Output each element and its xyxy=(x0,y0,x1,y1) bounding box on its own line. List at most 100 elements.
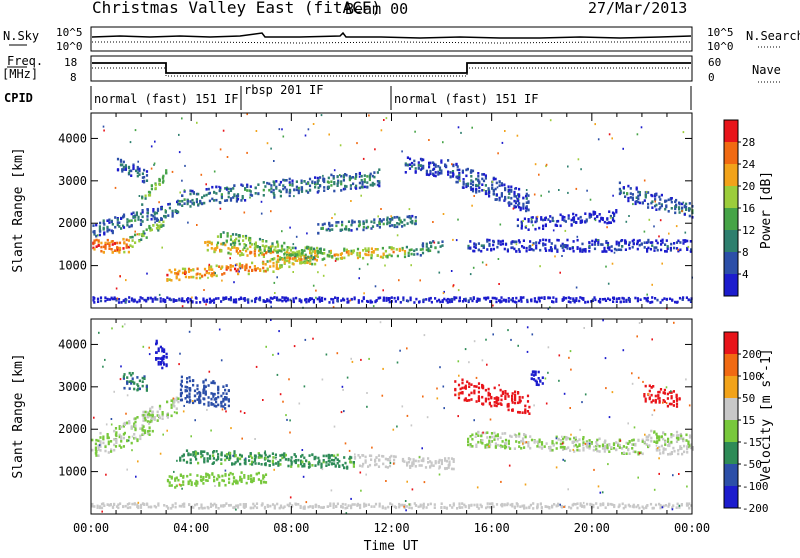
power-noise-cell xyxy=(397,234,399,236)
power-echo-cell xyxy=(501,194,503,197)
velocity-echo-cell xyxy=(504,397,506,400)
power-echo-cell xyxy=(430,242,432,245)
power-noise-cell xyxy=(227,156,229,158)
power-echo-cell xyxy=(311,180,313,183)
power-echo-cell xyxy=(313,256,315,259)
velocity-echo-cell xyxy=(110,440,112,443)
velocity-echo-cell xyxy=(478,382,480,385)
power-echo-cell xyxy=(217,235,219,238)
velocity-echo-cell xyxy=(139,435,141,438)
power-noise-cell xyxy=(181,117,183,119)
velocity-noise-cell xyxy=(138,502,140,504)
velocity-noise-cell xyxy=(106,423,108,425)
velocity-echo-cell xyxy=(482,403,484,406)
power-echo-cell xyxy=(522,296,524,299)
power-echo-cell xyxy=(518,188,520,191)
power-echo-cell xyxy=(151,218,153,221)
power-echo-cell xyxy=(500,243,502,246)
power-echo-cell xyxy=(227,252,229,255)
power-echo-cell xyxy=(250,251,252,254)
power-echo-cell xyxy=(508,297,510,300)
velocity-echo-cell xyxy=(342,464,344,467)
velocity-echo-band xyxy=(467,431,644,456)
velocity-echo-cell xyxy=(154,416,156,419)
velocity-echo-cell xyxy=(518,433,520,436)
power-echo-cell xyxy=(578,300,580,303)
velocity-echo-cell xyxy=(251,457,253,460)
power-echo-cell xyxy=(418,161,420,164)
velocity-noise-cell xyxy=(396,426,398,428)
power-echo-cell xyxy=(233,299,235,302)
velocity-echo-cell xyxy=(99,449,101,452)
power-echo-cell xyxy=(322,223,324,226)
power-echo-cell xyxy=(269,265,271,268)
power-echo-cell xyxy=(661,194,663,197)
velocity-echo-cell xyxy=(154,418,156,421)
power-echo-cell xyxy=(209,241,211,244)
velocity-echo-cell xyxy=(505,442,507,445)
velocity-echo-cell xyxy=(379,503,381,506)
velocity-echo-cell xyxy=(672,447,674,450)
velocity-echo-cell xyxy=(549,446,551,449)
velocity-echo-cell xyxy=(197,452,199,455)
velocity-echo-cell xyxy=(237,506,239,509)
power-echo-cell xyxy=(530,300,532,303)
power-echo-cell xyxy=(430,297,432,300)
velocity-echo-cell xyxy=(171,484,173,487)
power-echo-cell xyxy=(245,267,247,270)
velocity-noise-cell xyxy=(149,353,151,355)
velocity-echo-cell xyxy=(667,405,669,408)
velocity-echo-cell xyxy=(488,398,490,401)
velocity-noise-cell xyxy=(380,321,382,323)
power-echo-cell xyxy=(217,297,219,300)
velocity-echo-cell xyxy=(662,451,664,454)
power-noise-cell xyxy=(641,126,643,128)
power-echo-cell xyxy=(96,245,98,248)
velocity-echo-cell xyxy=(158,357,160,360)
velocity-noise-cell xyxy=(125,413,127,415)
velocity-echo-cell xyxy=(544,445,546,448)
power-echo-cell xyxy=(237,195,239,198)
power-noise-cell xyxy=(235,264,237,266)
velocity-echo-cell xyxy=(676,394,678,397)
velocity-echo-cell xyxy=(359,504,361,507)
velocity-echo-cell xyxy=(115,441,117,444)
power-echo-cell xyxy=(100,250,102,253)
velocity-noise-cell xyxy=(490,419,492,421)
velocity-echo-cell xyxy=(634,443,636,446)
velocity-echo-cell xyxy=(169,481,171,484)
power-echo-cell xyxy=(301,249,303,252)
power-echo-cell xyxy=(170,279,172,282)
power-echo-cell xyxy=(599,298,601,301)
power-echo-cell xyxy=(539,297,541,300)
power-echo-cell xyxy=(270,191,272,194)
velocity-noise-cell xyxy=(639,452,641,454)
power-echo-cell xyxy=(503,299,505,302)
velocity-noise-cell xyxy=(280,393,282,395)
velocity-noise-cell xyxy=(265,346,267,348)
velocity-noise-cell xyxy=(289,432,291,434)
power-noise-cell xyxy=(196,122,198,124)
power-echo-cell xyxy=(387,217,389,220)
power-echo-cell xyxy=(213,191,215,194)
velocity-echo-cell xyxy=(223,480,225,483)
velocity-echo-cell xyxy=(480,435,482,438)
velocity-noise-cell xyxy=(113,391,115,393)
power-echo-cell xyxy=(465,300,467,303)
velocity-echo-cell xyxy=(369,464,371,467)
power-echo-cell xyxy=(177,211,179,214)
velocity-echo-cell xyxy=(688,507,690,510)
velocity-echo-band xyxy=(179,449,355,469)
power-echo-cell xyxy=(225,297,227,300)
cpid-strip: CPID normal (fast) 151 IF rbsp 201 IF no… xyxy=(4,83,691,110)
power-noise-cell xyxy=(137,161,139,163)
power-echo-cell xyxy=(379,223,381,226)
velocity-echo-cell xyxy=(367,465,369,468)
velocity-echo-cell xyxy=(650,437,652,440)
velocity-noise-cell xyxy=(111,424,113,426)
power-echo-cell xyxy=(154,216,156,219)
velocity-echo-cell xyxy=(314,456,316,459)
velocity-noise-cell xyxy=(465,348,467,350)
power-noise-cell xyxy=(184,189,186,191)
velocity-noise-cell xyxy=(422,396,424,398)
